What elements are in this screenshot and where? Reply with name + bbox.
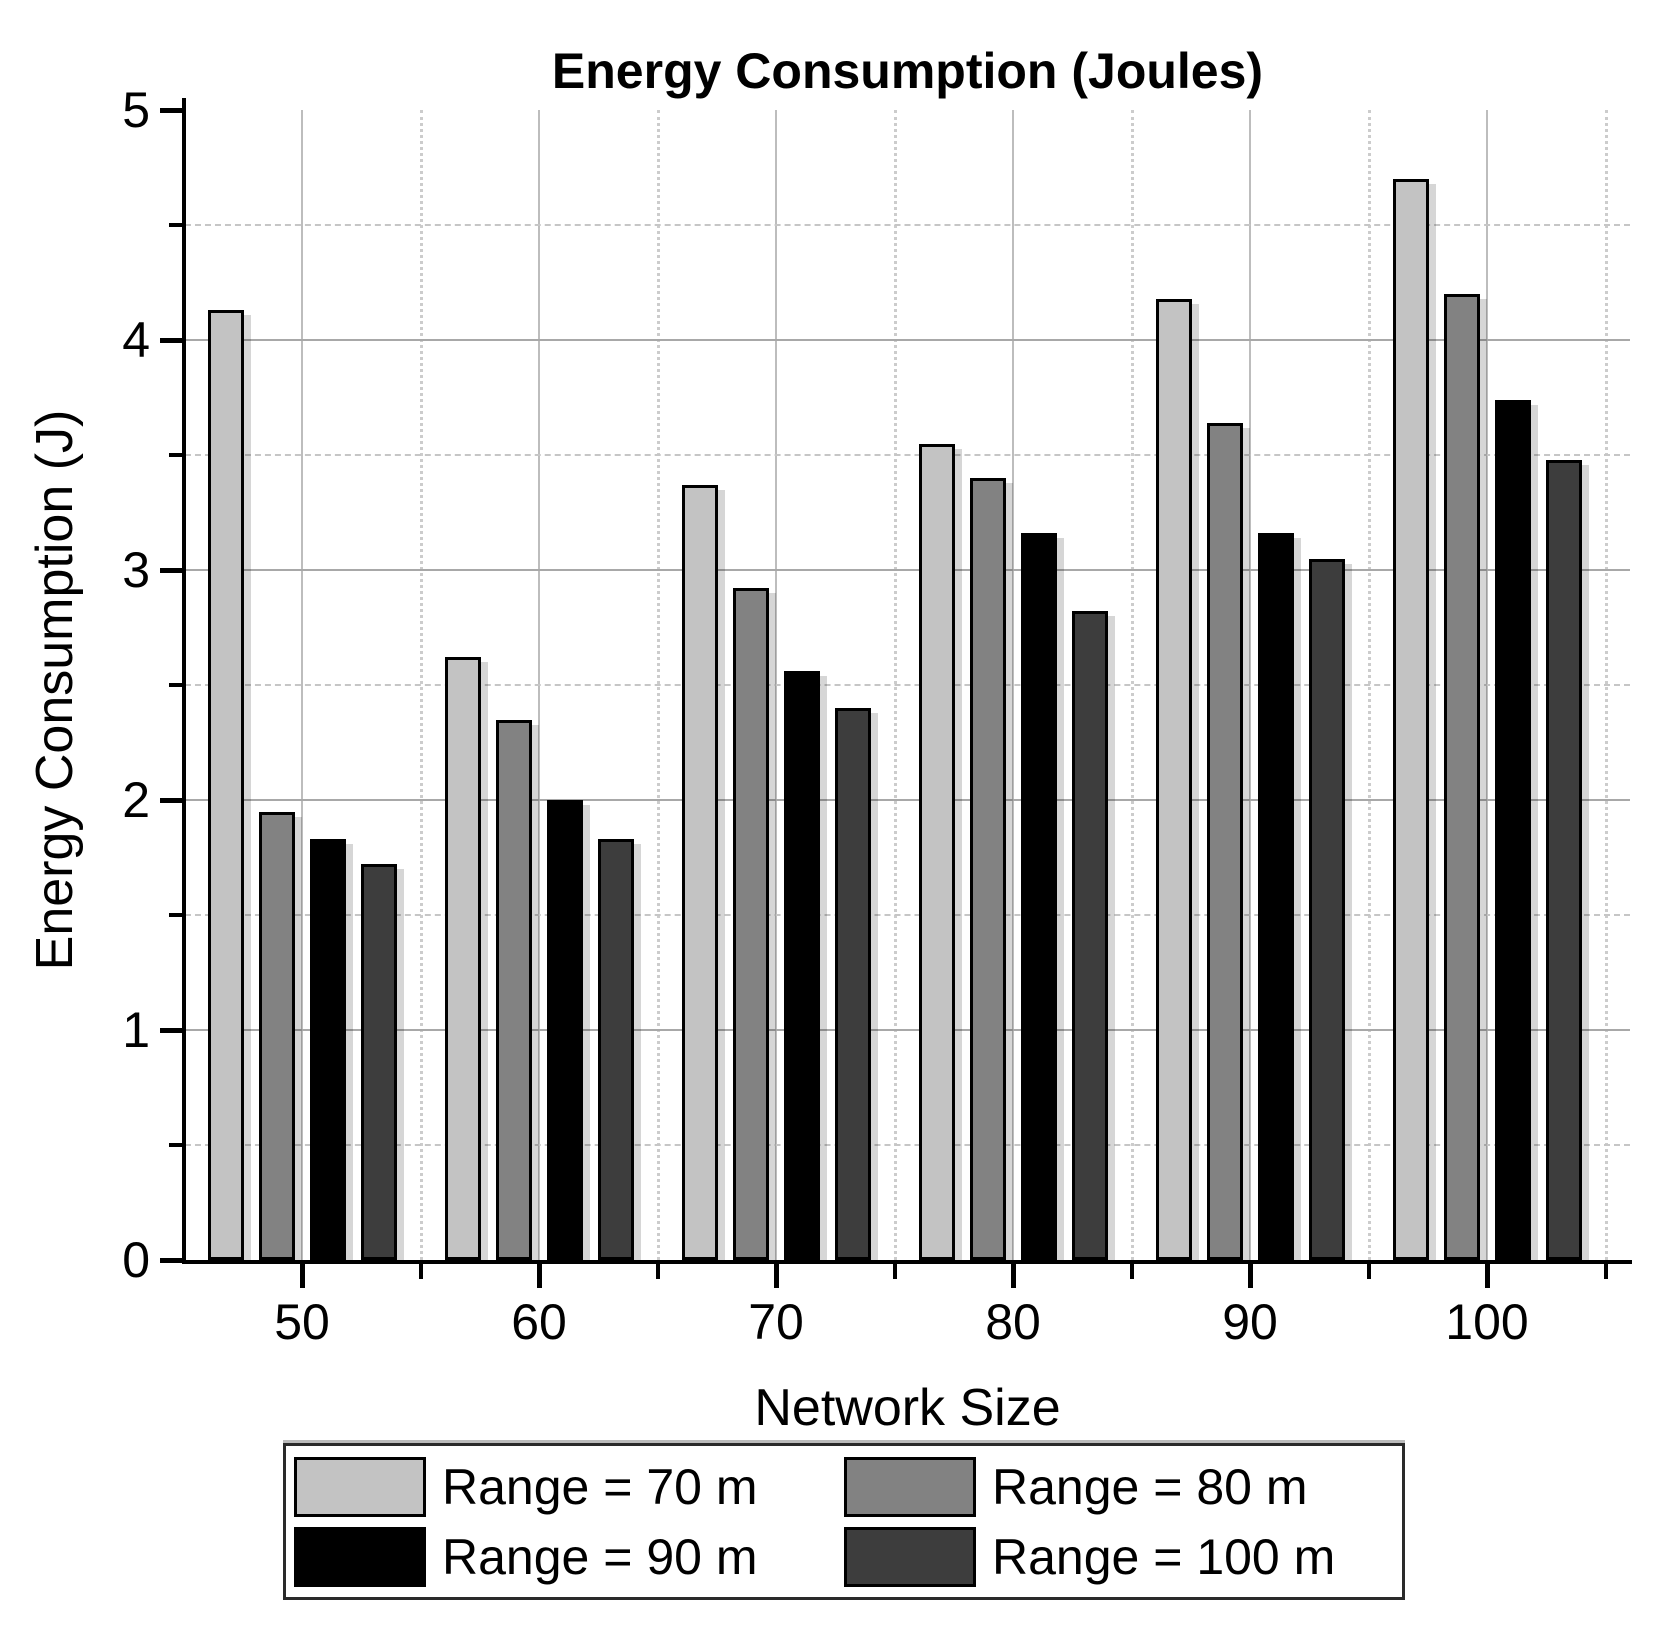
x-tick-minor [1603, 1264, 1608, 1279]
x-tick-label: 90 [1222, 1294, 1278, 1350]
gridline-horizontal-minor [185, 914, 1630, 916]
bar-range90m-ns100 [1494, 399, 1531, 1260]
bar-range100m-ns70 [834, 708, 871, 1260]
bar-range80m-ns60 [495, 719, 532, 1260]
y-tick-minor [169, 223, 182, 227]
bar-range70m-ns80 [918, 443, 955, 1260]
bar-range100m-ns80 [1071, 611, 1108, 1260]
x-tick-major [774, 1264, 779, 1288]
bar-range90m-ns90 [1257, 533, 1294, 1260]
bar-range100m-ns90 [1308, 558, 1345, 1260]
legend-label: Range = 80 m [992, 1459, 1308, 1515]
y-tick-major [160, 798, 182, 803]
bar-range80m-ns90 [1206, 422, 1243, 1260]
y-tick-label: 4 [122, 312, 150, 368]
gridline-horizontal-major [185, 799, 1630, 801]
bar-range90m-ns60 [546, 800, 583, 1260]
y-tick-major [160, 568, 182, 573]
bar-range90m-ns70 [783, 671, 820, 1260]
x-tick-minor [418, 1264, 423, 1279]
x-tick-label: 80 [985, 1294, 1041, 1350]
gridline-horizontal-minor [185, 684, 1630, 686]
legend-label: Range = 90 m [442, 1529, 758, 1585]
y-tick-major [160, 108, 182, 113]
legend-item: Range = 80 m [844, 1452, 1394, 1522]
legend-item: Range = 90 m [294, 1522, 844, 1592]
y-tick-minor [169, 913, 182, 917]
bar-range90m-ns50 [309, 839, 346, 1260]
y-tick-label: 5 [122, 82, 150, 138]
gridline-horizontal-minor [185, 454, 1630, 456]
x-tick-label: 100 [1445, 1294, 1529, 1350]
legend-item: Range = 100 m [844, 1522, 1394, 1592]
chart-title: Energy Consumption (Joules) [551, 43, 1264, 99]
x-tick-label: 60 [511, 1294, 567, 1350]
x-tick-minor [1129, 1264, 1134, 1279]
y-tick-major [160, 1258, 182, 1263]
bar-range100m-ns100 [1545, 459, 1582, 1260]
y-tick-minor [169, 683, 182, 687]
x-tick-minor [655, 1264, 660, 1279]
x-tick-major [300, 1264, 305, 1288]
x-tick-minor [892, 1264, 897, 1279]
x-axis-line [182, 1260, 1632, 1264]
y-tick-minor [169, 453, 182, 457]
x-tick-label: 50 [274, 1294, 330, 1350]
gridline-horizontal-major [185, 1029, 1630, 1031]
y-tick-label: 1 [122, 1002, 150, 1058]
y-tick-major [160, 338, 182, 343]
legend-swatch-icon [294, 1527, 426, 1587]
bar-range100m-ns50 [360, 864, 397, 1260]
x-tick-label: 70 [748, 1294, 804, 1350]
legend-item: Range = 70 m [294, 1452, 844, 1522]
bar-range80m-ns50 [258, 811, 295, 1260]
bar-range80m-ns70 [732, 588, 769, 1260]
y-tick-label: 3 [122, 542, 150, 598]
y-tick-minor [169, 1143, 182, 1147]
y-axis-title: Energy Consumption (J) [26, 409, 84, 971]
y-tick-major [160, 1028, 182, 1033]
gridline-horizontal-minor [185, 224, 1630, 226]
x-tick-major [1011, 1264, 1016, 1288]
x-axis-title: Network Size [754, 1379, 1061, 1437]
legend-swatch-icon [844, 1457, 976, 1517]
bar-range70m-ns50 [207, 310, 244, 1260]
legend-label: Range = 100 m [992, 1529, 1336, 1585]
y-tick-label: 2 [122, 772, 150, 828]
bar-range90m-ns80 [1020, 533, 1057, 1260]
bar-range80m-ns100 [1443, 294, 1480, 1260]
bar-range100m-ns60 [597, 839, 634, 1260]
bar-range70m-ns100 [1392, 179, 1429, 1260]
bar-range70m-ns70 [681, 484, 718, 1260]
y-tick-label: 0 [122, 1232, 150, 1288]
x-tick-major [537, 1264, 542, 1288]
plot-area [185, 110, 1630, 1260]
x-tick-minor [1366, 1264, 1371, 1279]
legend-label: Range = 70 m [442, 1459, 758, 1515]
bar-range70m-ns90 [1155, 298, 1192, 1260]
gridline-horizontal-major [185, 339, 1630, 341]
legend-swatch-icon [294, 1457, 426, 1517]
gridline-horizontal-minor [185, 1144, 1630, 1146]
y-axis-line [182, 98, 186, 1264]
x-tick-major [1485, 1264, 1490, 1288]
legend: Range = 70 m Range = 80 m Range = 90 m Rang… [283, 1443, 1405, 1600]
gridline-horizontal-major [185, 569, 1630, 571]
bar-range70m-ns60 [444, 657, 481, 1260]
x-tick-major [1248, 1264, 1253, 1288]
bar-range80m-ns80 [969, 478, 1006, 1260]
legend-swatch-icon [844, 1527, 976, 1587]
